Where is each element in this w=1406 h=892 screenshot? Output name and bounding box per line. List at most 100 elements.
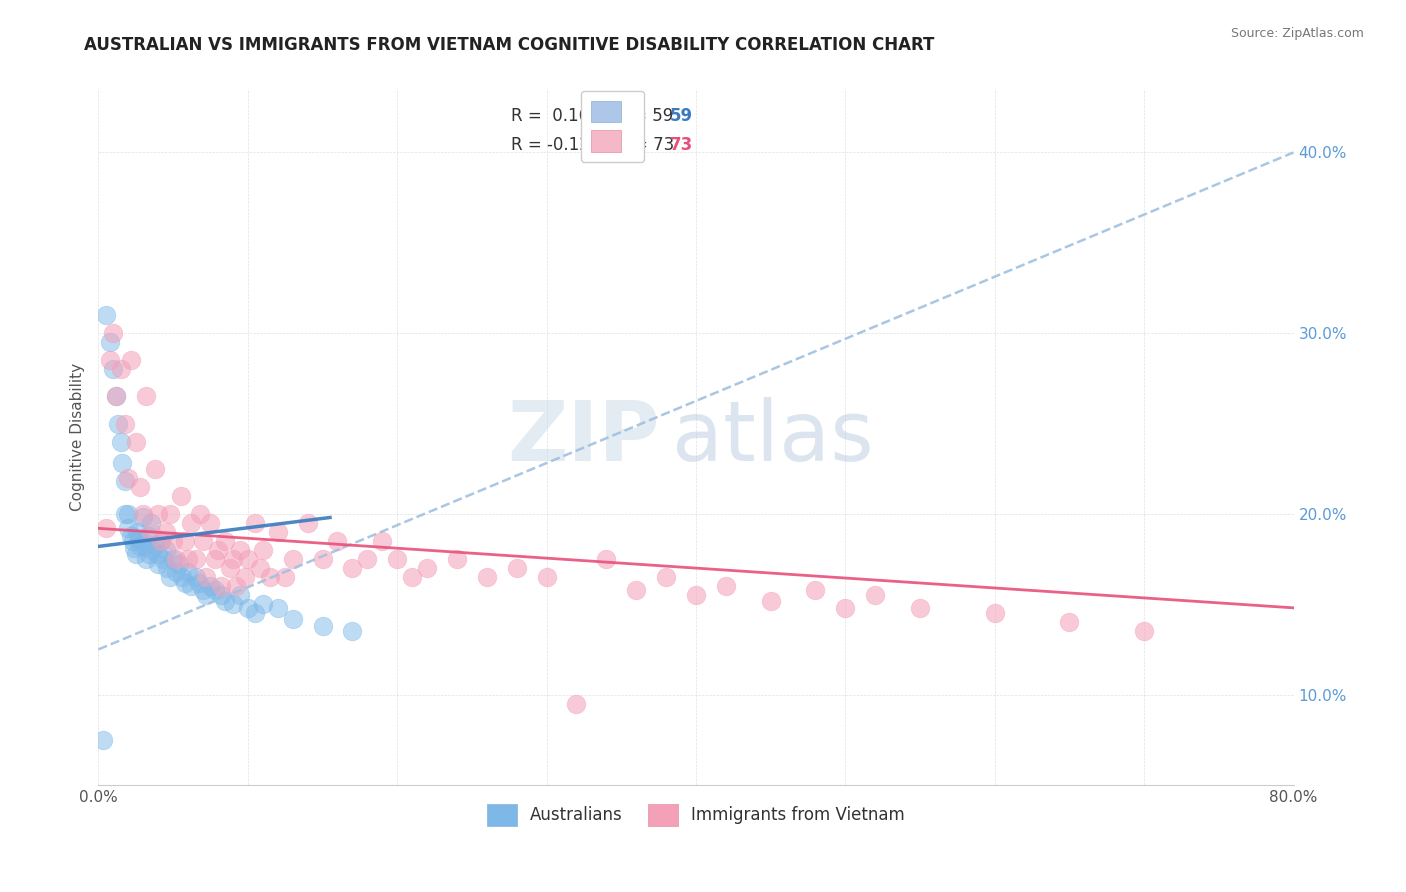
Point <box>139 516 162 530</box>
Point <box>125 547 148 561</box>
Point <box>94 521 117 535</box>
Text: ZIP: ZIP <box>508 397 661 477</box>
Point <box>834 600 856 615</box>
Point <box>252 597 274 611</box>
Point <box>159 570 181 584</box>
Point <box>267 524 290 539</box>
Point <box>134 540 156 554</box>
Point <box>129 480 152 494</box>
Point <box>110 362 132 376</box>
Point <box>233 570 256 584</box>
Text: 59: 59 <box>669 106 693 125</box>
Point <box>626 582 648 597</box>
Point <box>117 507 139 521</box>
Point <box>124 541 146 556</box>
Point <box>281 612 304 626</box>
Point <box>180 579 202 593</box>
Point <box>138 547 160 561</box>
Point <box>139 524 162 539</box>
Point <box>236 552 259 566</box>
Point <box>188 507 211 521</box>
Text: R =  0.160   N = 59: R = 0.160 N = 59 <box>510 106 673 125</box>
Point <box>121 533 143 548</box>
Point <box>150 533 173 548</box>
Point <box>371 533 394 548</box>
Point <box>222 597 245 611</box>
Point <box>214 533 236 548</box>
Point <box>229 543 252 558</box>
Point <box>103 326 125 341</box>
Point <box>167 558 190 572</box>
Point <box>177 565 200 579</box>
Point <box>191 582 214 597</box>
Point <box>120 353 142 368</box>
Point <box>281 552 304 566</box>
Point <box>229 588 252 602</box>
Point <box>180 516 202 530</box>
Point <box>865 588 887 602</box>
Point <box>249 561 271 575</box>
Point <box>759 593 782 607</box>
Point <box>150 533 173 548</box>
Point <box>195 570 218 584</box>
Point <box>595 552 617 566</box>
Point <box>214 593 236 607</box>
Point <box>117 471 139 485</box>
Point <box>191 533 214 548</box>
Point <box>129 540 152 554</box>
Point <box>165 552 187 566</box>
Point <box>222 552 245 566</box>
Point <box>714 579 737 593</box>
Point <box>174 533 197 548</box>
Point <box>155 543 177 558</box>
Point <box>245 516 267 530</box>
Point <box>204 552 226 566</box>
Point <box>132 533 155 548</box>
Point <box>184 570 207 584</box>
Point <box>98 335 122 350</box>
Point <box>311 619 333 633</box>
Point <box>252 543 274 558</box>
Point <box>91 732 114 747</box>
Text: AUSTRALIAN VS IMMIGRANTS FROM VIETNAM COGNITIVE DISABILITY CORRELATION CHART: AUSTRALIAN VS IMMIGRANTS FROM VIETNAM CO… <box>84 36 935 54</box>
Point <box>105 389 128 403</box>
Point <box>274 570 297 584</box>
Text: Source: ZipAtlas.com: Source: ZipAtlas.com <box>1230 27 1364 40</box>
Point <box>416 561 439 575</box>
Point <box>111 456 134 470</box>
Point <box>143 461 166 475</box>
Point <box>135 552 157 566</box>
Text: 73: 73 <box>669 136 693 154</box>
Point <box>136 528 159 542</box>
Point <box>446 552 468 566</box>
Point <box>128 532 150 546</box>
Point <box>385 552 409 566</box>
Point <box>536 570 558 584</box>
Point <box>342 624 364 639</box>
Point <box>195 588 218 602</box>
Point <box>475 570 498 584</box>
Point <box>125 434 148 449</box>
Point <box>184 552 207 566</box>
Point <box>804 582 827 597</box>
Point <box>162 533 184 548</box>
Text: -0.123: -0.123 <box>579 136 638 154</box>
Point <box>174 575 197 590</box>
Point <box>117 521 139 535</box>
Point <box>219 561 242 575</box>
Point <box>245 607 267 621</box>
Point <box>187 575 209 590</box>
Point <box>98 353 122 368</box>
Point <box>200 516 222 530</box>
Point <box>225 579 247 593</box>
Point <box>156 561 179 575</box>
Point <box>506 561 529 575</box>
Point <box>143 538 166 552</box>
Point <box>1133 624 1156 639</box>
Point <box>152 552 174 566</box>
Point <box>565 697 588 711</box>
Point <box>110 434 132 449</box>
Y-axis label: Cognitive Disability: Cognitive Disability <box>69 363 84 511</box>
Point <box>120 528 142 542</box>
Point <box>148 547 170 561</box>
